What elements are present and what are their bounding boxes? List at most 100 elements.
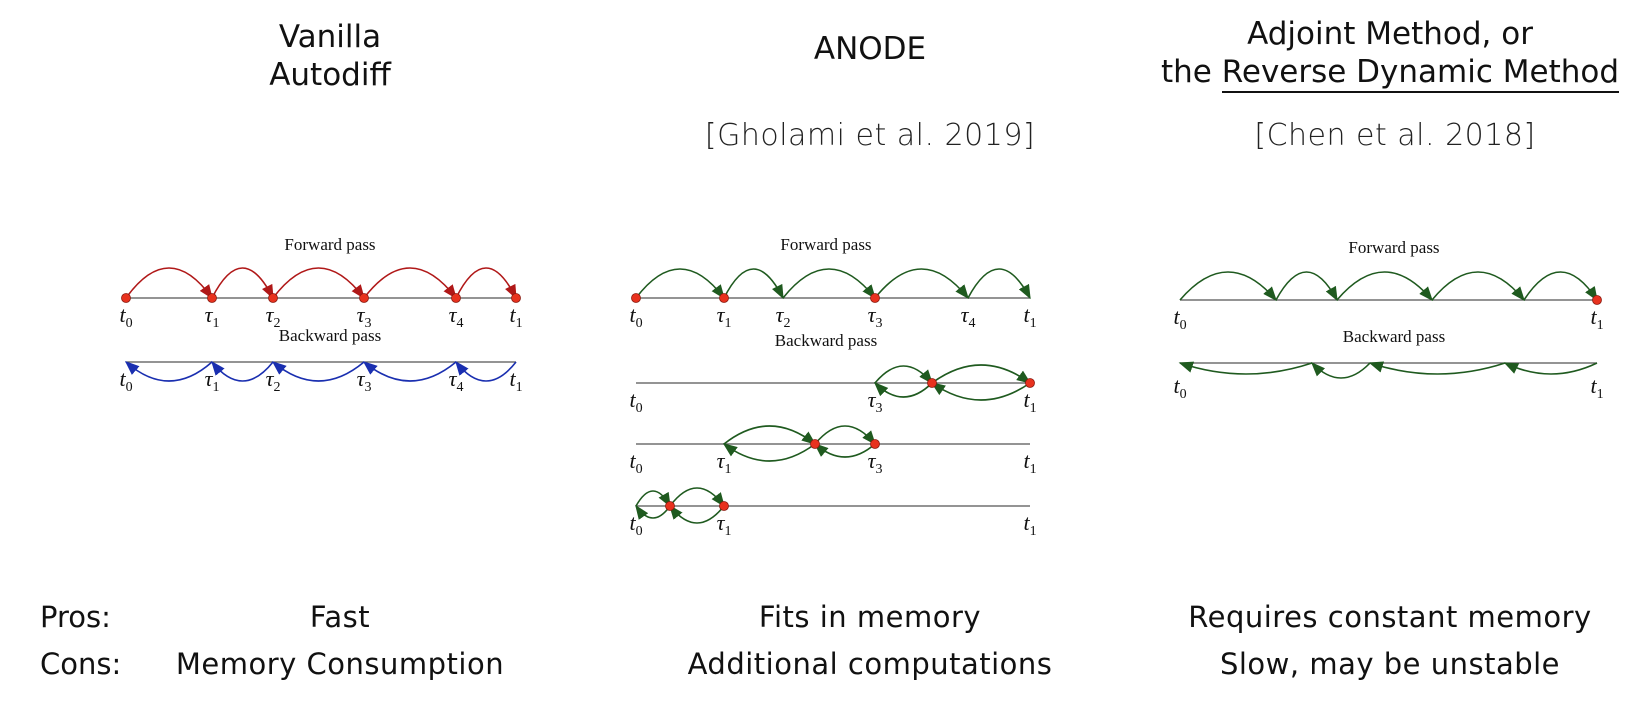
title-prefix: the [1160,54,1222,90]
time-label-subscript: 1 [1030,524,1037,539]
backward-arc [813,443,876,458]
time-label: t1 [1590,373,1603,402]
checkpoint-dot [870,293,880,303]
forward-arc [635,268,725,300]
checkpoint-dot [1025,378,1035,388]
checkpoint-dot [870,439,880,449]
pros-anode: Fits in memory [758,600,982,634]
time-label: t1 [509,366,522,395]
title-vanilla-autodiff: Vanilla Autodiff [180,18,480,94]
tau-label-subscript: 2 [273,380,280,395]
time-label: t1 [1023,302,1036,331]
recompute-arc [931,364,1032,384]
diagram-elements: Forward pass t0 τ1 τ2 τ3 τ4 t1 Backward pass t0 τ… [119,235,1603,539]
forward-arc [723,268,784,300]
checkpoint-dot [927,378,937,388]
time-label-subscript: 1 [516,380,523,395]
pros-label: Pros: [40,600,111,634]
time-label-subscript: 1 [516,316,523,331]
recompute-arc [669,487,725,508]
backward-arc [124,361,213,382]
tau-label: τ4 [449,302,464,331]
tau-label-subscript: 3 [875,462,882,477]
backward-arc [211,360,274,382]
time-label: t1 [1023,387,1036,416]
backward-arc [1368,361,1506,375]
tau-label-subscript: 3 [875,401,882,416]
time-label-subscript: 0 [636,524,643,539]
backward-arc [455,360,517,382]
backward-arc [930,382,1031,401]
recompute-arc [814,425,876,446]
tau-label-subscript: 1 [724,316,731,331]
tau-label-subscript: 3 [364,380,371,395]
tau-label: τ3 [868,302,883,331]
tau-label-subscript: 1 [724,462,731,477]
backward-arc [722,443,816,462]
tau-label: τ1 [717,448,732,477]
time-label: t0 [629,387,642,416]
checkpoint-dot [121,293,131,303]
forward-arc [455,267,517,300]
backward-arc [1310,361,1371,379]
title-line: Adjoint Method, or [1247,16,1533,52]
backward-pass-caption: Backward pass [1343,327,1445,346]
time-label: t0 [629,302,642,331]
time-label: t1 [1023,510,1036,539]
time-label-subscript: 1 [1030,462,1037,477]
backward-arc [362,361,457,382]
time-label: t1 [1023,448,1036,477]
time-label-subscript: 1 [1030,401,1037,416]
forward-pass-caption: Forward pass [780,235,871,254]
tau-label-subscript: 2 [273,316,280,331]
backward-pass-caption: Backward pass [775,331,877,350]
backward-pass-caption: Backward pass [279,326,381,345]
checkpoint-dot [665,501,675,511]
pros-vanilla: Fast [309,600,371,634]
tau-label: τ3 [868,387,883,416]
time-label-subscript: 1 [1030,316,1037,331]
time-label-subscript: 1 [1597,387,1604,402]
backward-arc [271,361,365,382]
citation-chen: [Chen et al. 2018] [1254,118,1536,153]
title-anode: ANODE [720,30,1020,68]
title-line: Vanilla [278,19,382,55]
tau-label-subscript: 4 [456,380,463,395]
checkpoint-dot [810,439,820,449]
time-label-subscript: 0 [1180,318,1187,333]
time-label-subscript: 0 [126,380,133,395]
tau-label-subscript: 4 [456,316,463,331]
time-label-subscript: 0 [126,316,133,331]
time-label: t0 [119,366,132,395]
forward-arc [125,267,213,300]
cons-label: Cons: [40,647,122,681]
title-line: ANODE [813,31,927,67]
recompute-arc [635,490,671,508]
tau-label-subscript: 2 [783,316,790,331]
forward-arc [1179,271,1277,302]
recompute-arc [723,425,817,445]
time-label-subscript: 1 [1597,318,1604,333]
tau-label: τ2 [776,302,791,331]
time-label-subscript: 0 [636,401,643,416]
title-adjoint-method: Adjoint Method, or the Reverse Dynamic M… [1150,15,1630,93]
forward-arc [211,267,274,300]
forward-arc [967,268,1031,300]
backward-arc [635,504,671,520]
pros-adjoint: Requires constant memory [1188,600,1592,634]
cons-anode: Additional computations [687,647,1053,681]
forward-arc [782,268,876,300]
forward-arc [874,268,969,300]
time-label-subscript: 0 [636,462,643,477]
tau-label: τ3 [868,448,883,477]
forward-arc [1336,271,1433,302]
title-line-2: the Reverse Dynamic Method [1150,53,1630,93]
backward-arc [1503,362,1598,375]
time-label: t1 [509,302,522,331]
checkpoint-dot [719,293,729,303]
tau-label: τ3 [357,366,372,395]
forward-arc [1275,271,1338,302]
cons-vanilla: Memory Consumption [175,647,505,681]
tau-label-subscript: 3 [364,316,371,331]
tau-label: τ2 [266,366,281,395]
